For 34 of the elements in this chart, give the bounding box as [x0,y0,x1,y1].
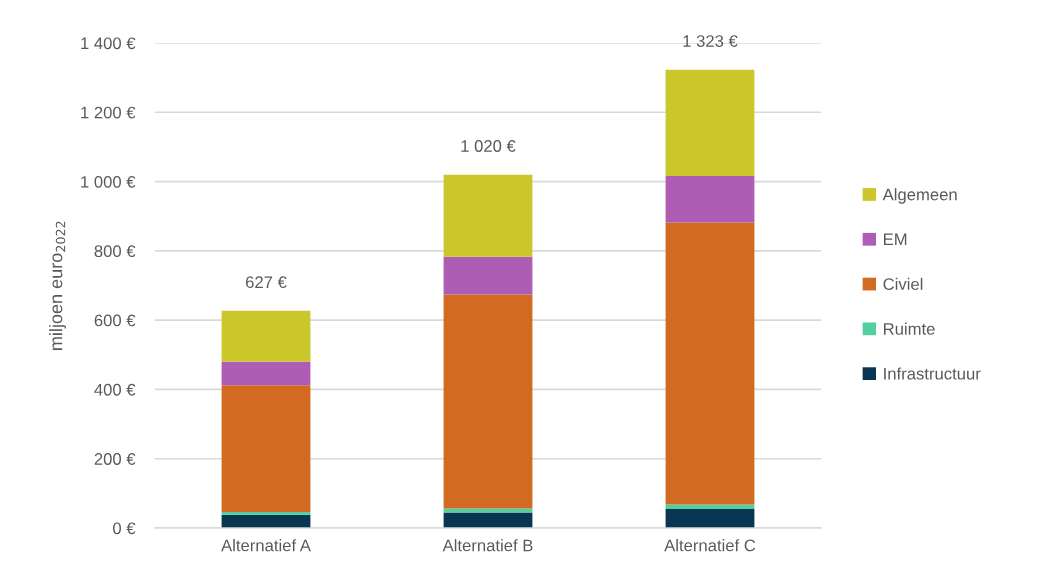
legend-label: Infrastructuur [884,367,981,380]
bar [221,514,311,528]
y-tick-label: 200 € [94,453,136,465]
bar [443,294,533,509]
bar [443,174,533,257]
total-label: 1 020 € [461,140,516,152]
legend-label: Ruimte [884,322,935,335]
total-label: 627 € [245,276,287,289]
bar [665,504,755,509]
bar [221,361,311,386]
x-tick-label: Alternatief A [221,539,311,552]
y-tick-label: 1 000 € [81,175,136,188]
bar [221,512,311,515]
x-tick-label: Alternatief B [442,539,533,552]
bar [221,310,311,362]
bar [665,508,755,528]
bar [443,512,533,528]
bar [665,69,755,177]
y-axis-title: miljoen euro$_{2022}$ [49,221,66,350]
legend-label: Algemeen [882,188,957,204]
legend-label: EM [884,233,907,246]
bar [443,256,533,295]
y-tick-label: 600 € [94,314,136,327]
legend-label: Civiel [883,277,923,291]
y-tick-label: 800 € [94,245,136,258]
y-tick-label: 1 400 € [81,37,136,50]
y-tick-label: 400 € [94,383,136,396]
bar [221,385,311,513]
bar [665,222,755,505]
total-label: 1 323 € [683,35,738,47]
y-tick-label: 1 200 € [81,106,136,119]
x-tick-label: Alternatief C [664,539,756,552]
y-tick-label: 0 € [113,522,136,535]
bar [665,176,755,223]
